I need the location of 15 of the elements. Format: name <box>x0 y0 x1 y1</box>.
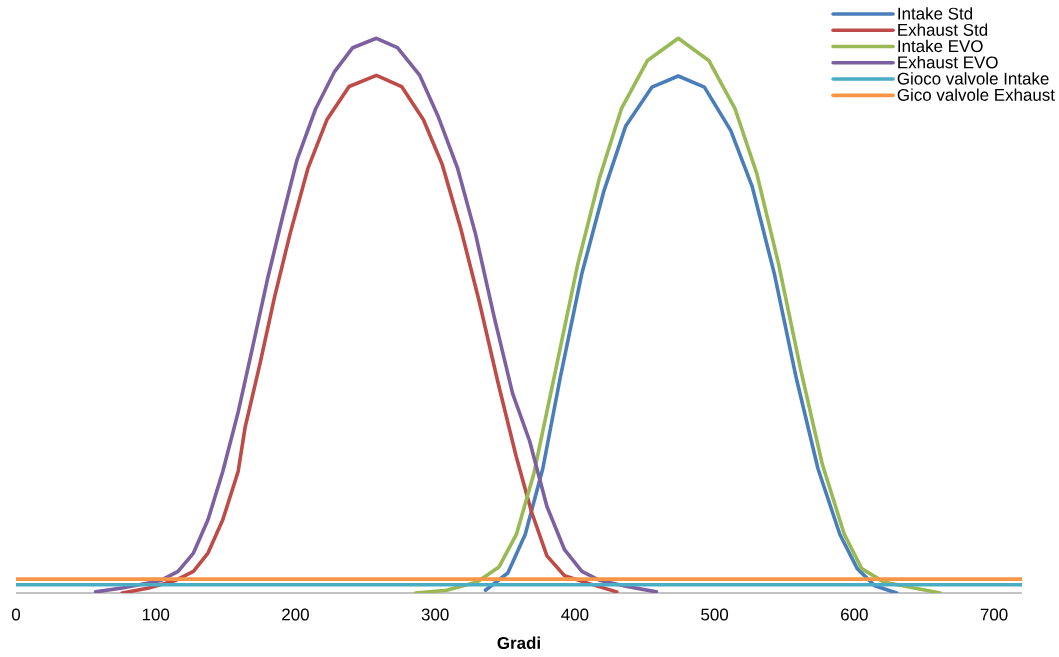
x-tick-label: 500 <box>701 608 729 621</box>
legend-label: Gioco valvole Intake <box>897 72 1049 85</box>
legend-label: Intake EVO <box>898 39 983 53</box>
legend-label: Exhaust EVO <box>898 55 998 69</box>
legend-label: Intake Std <box>898 7 973 20</box>
legend-label: Exhaust Std <box>898 23 988 36</box>
x-tick-label: 0 <box>11 608 21 621</box>
x-tick-label: 100 <box>142 608 170 621</box>
x-tick-label: 600 <box>841 608 868 621</box>
x-tick-label: 300 <box>421 608 449 621</box>
legend-label: Gico valvole Exhaust <box>897 88 1055 101</box>
x-tick-label: 400 <box>561 608 589 621</box>
x-axis-title: Gradi <box>497 636 540 649</box>
x-tick-label: 200 <box>282 608 309 621</box>
x-tick-label: 700 <box>980 608 1008 621</box>
